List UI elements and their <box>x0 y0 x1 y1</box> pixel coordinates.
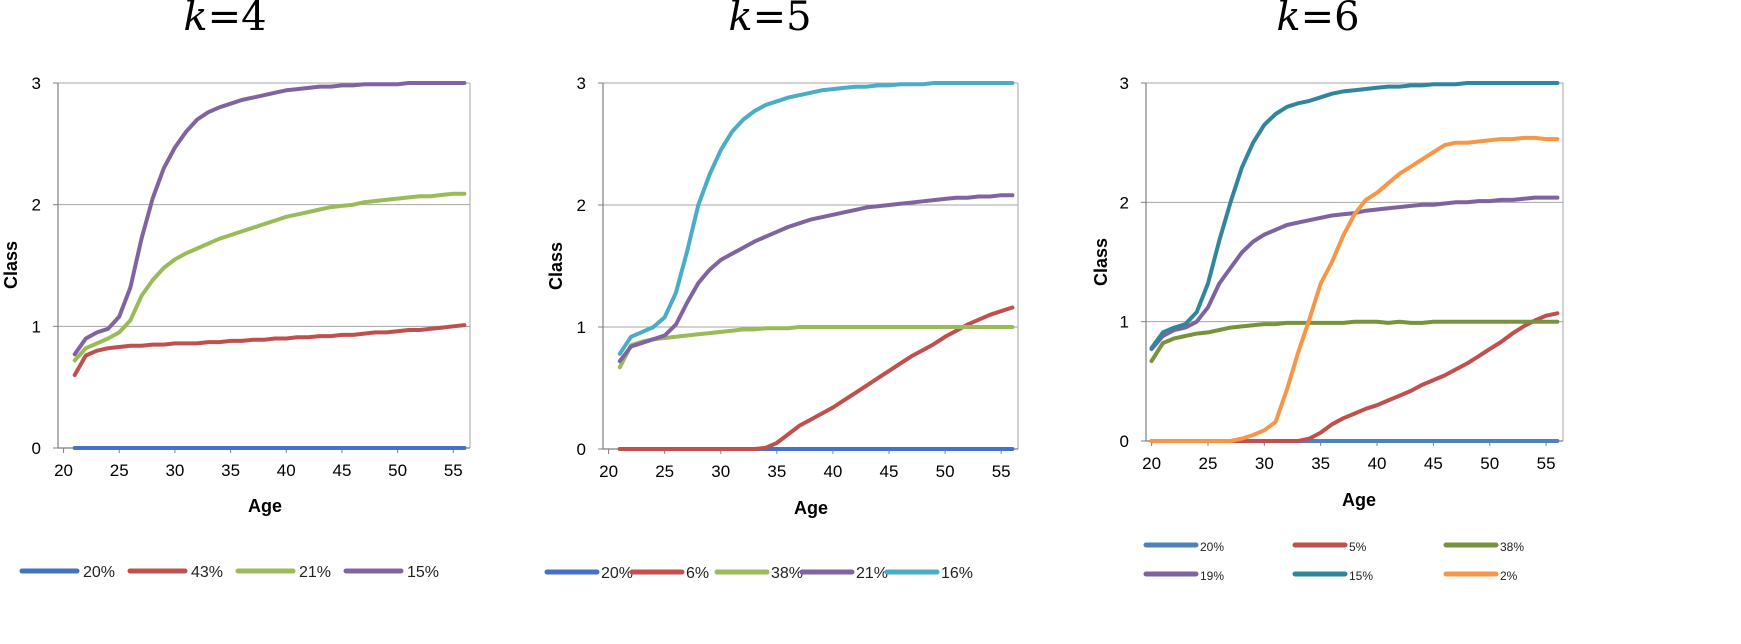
x-tick-label: 55 <box>1537 454 1556 473</box>
series-line-4 <box>617 193 1015 364</box>
x-tick-label: 25 <box>1199 454 1218 473</box>
x-tick-label: 30 <box>1255 454 1274 473</box>
legend-label: 16% <box>941 565 973 582</box>
x-tick-label: 55 <box>444 461 463 480</box>
chart-title: k=6 <box>1276 0 1359 40</box>
legend-label: 43% <box>191 564 223 581</box>
series-line-5 <box>1149 81 1560 350</box>
series-line-5 <box>617 81 1015 356</box>
x-tick-label: 25 <box>110 461 129 480</box>
legend-label: 21% <box>299 564 331 581</box>
x-tick-label: 35 <box>1311 454 1330 473</box>
x-tick-label: 40 <box>823 462 842 481</box>
legend: 20% 5% 38% 19% 15% 2% <box>1143 540 1524 583</box>
x-tick-label: 45 <box>1424 454 1443 473</box>
y-tick-label: 1 <box>1120 313 1129 332</box>
chart-title-rest: =5 <box>753 0 812 40</box>
legend: 20% 6% 38% 21% 16% <box>544 565 973 582</box>
x-tick-label: 55 <box>992 462 1011 481</box>
legend: 20% 43% 21% 15% <box>19 564 439 581</box>
x-tick-label: 35 <box>221 461 240 480</box>
chart-panel-k5: k=5 Age Class 0 1 2 3 20 25 30 35 40 45 50 55 20% 6% 3… <box>544 0 1145 644</box>
chart-title-k: k <box>1276 0 1300 40</box>
x-tick-label: 30 <box>711 462 730 481</box>
y-axis-label: Class <box>1 241 21 289</box>
x-axis-label: Age <box>794 498 828 518</box>
y-axis-label: Class <box>1091 238 1111 286</box>
x-tick-label: 35 <box>767 462 786 481</box>
chart-panel-k6: k=6 Age Class 0 1 2 3 20 25 30 35 40 45 50 55 20% 5% 3… <box>1090 0 1741 644</box>
chart-svg-k4: k=4 Age Class 0 1 2 3 20 25 30 35 40 45 50 55 20% 43%… <box>1 0 471 581</box>
y-tick-label: 2 <box>577 196 586 215</box>
legend-label: 19% <box>1200 569 1224 583</box>
series-line-2 <box>617 305 1015 451</box>
y-tick-label: 1 <box>577 318 586 337</box>
legend-label: 20% <box>601 565 633 582</box>
y-axis-label: Class <box>546 242 566 290</box>
chart-panel-k4: k=4 Age Class 0 1 2 3 20 25 30 35 40 45 50 55 20% 43%… <box>0 0 580 644</box>
chart-svg-k6: k=6 Age Class 0 1 2 3 20 25 30 35 40 45 50 55 20% 5% 3… <box>1091 0 1564 583</box>
legend-label: 38% <box>1500 540 1524 554</box>
series-line-3 <box>72 191 467 363</box>
series-line-4 <box>72 81 467 357</box>
x-axis-label: Age <box>1342 490 1376 510</box>
y-tick-label: 0 <box>577 440 586 459</box>
x-tick-label: 45 <box>332 461 351 480</box>
legend-label: 38% <box>771 565 803 582</box>
legend-label: 21% <box>856 565 888 582</box>
x-tick-label: 40 <box>277 461 296 480</box>
chart-title-k: k <box>183 0 207 40</box>
x-tick-label: 20 <box>1142 454 1161 473</box>
x-tick-label: 45 <box>880 462 899 481</box>
y-tick-label: 2 <box>1120 193 1129 212</box>
series-line-2 <box>72 323 467 377</box>
x-tick-label: 20 <box>599 462 618 481</box>
series-line-3 <box>1149 319 1560 363</box>
x-tick-label: 40 <box>1368 454 1387 473</box>
chart-title-k: k <box>728 0 752 40</box>
x-tick-label: 30 <box>165 461 184 480</box>
legend-label: 15% <box>407 564 439 581</box>
series-line-3 <box>617 325 1015 370</box>
legend-label: 15% <box>1349 569 1373 583</box>
legend-label: 20% <box>83 564 115 581</box>
x-tick-label: 50 <box>936 462 955 481</box>
legend-label: 20% <box>1200 540 1224 554</box>
y-tick-label: 3 <box>32 74 41 93</box>
chart-title-rest: =4 <box>208 0 267 40</box>
x-tick-label: 50 <box>1480 454 1499 473</box>
x-axis-label: Age <box>248 496 282 516</box>
legend-label: 6% <box>686 565 709 582</box>
chart-title: k=5 <box>728 0 811 40</box>
x-tick-label: 25 <box>655 462 674 481</box>
y-tick-label: 3 <box>577 74 586 93</box>
y-tick-label: 0 <box>32 439 41 458</box>
x-tick-label: 50 <box>388 461 407 480</box>
x-tick-label: 20 <box>54 461 73 480</box>
series-line-6 <box>1149 135 1560 443</box>
legend-label: 2% <box>1500 569 1518 583</box>
chart-title: k=4 <box>183 0 266 40</box>
chart-title-rest: =6 <box>1301 0 1360 40</box>
y-tick-label: 2 <box>32 196 41 215</box>
y-tick-label: 3 <box>1120 74 1129 93</box>
chart-svg-k5: k=5 Age Class 0 1 2 3 20 25 30 35 40 45 50 55 20% 6% 3… <box>544 0 1019 582</box>
y-tick-label: 0 <box>1120 432 1129 451</box>
y-tick-label: 1 <box>32 317 41 336</box>
legend-label: 5% <box>1349 540 1367 554</box>
